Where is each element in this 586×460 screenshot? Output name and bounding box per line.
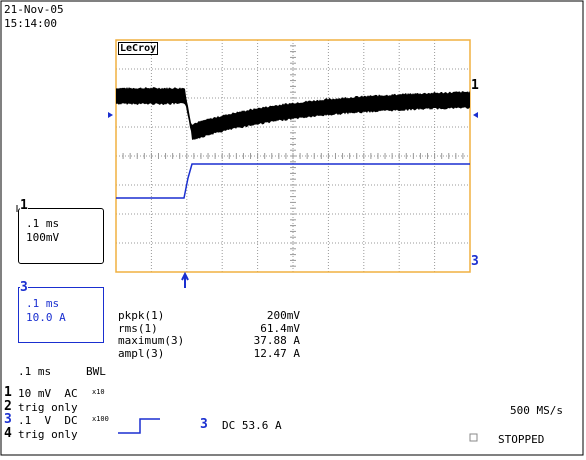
waveform-ch3: [116, 163, 470, 199]
channel-number: 3: [4, 412, 12, 427]
measurement-name: ampl(3): [118, 346, 165, 360]
channel-label: 1: [20, 198, 28, 213]
measurement-name: pkpk(1): [118, 309, 165, 322]
measurement-value: 12.47 A: [253, 346, 300, 360]
channel-number: 2: [4, 398, 12, 414]
date: 21-Nov-05: [4, 3, 64, 16]
timebase: .1 ms: [26, 297, 60, 310]
measurement-value: 37.88 A: [253, 334, 300, 347]
channel-number: 1: [4, 385, 12, 400]
grid: [115, 39, 471, 272]
channel-label: 3: [20, 280, 28, 295]
grid-border: [115, 39, 471, 273]
measurement-name: maximum(3): [118, 334, 185, 347]
marker: [473, 112, 478, 118]
marker: [108, 112, 113, 118]
channel-setting: trig only: [18, 400, 78, 414]
waveform-ch1: [116, 87, 470, 140]
scale: 10.0 A: [26, 311, 66, 324]
trigger-channel: 3: [200, 417, 208, 432]
probe-factor: x10: [92, 388, 105, 396]
timebase: .1 ms: [26, 217, 60, 230]
channel-setting: trig only: [18, 427, 78, 441]
channel-setting: .1 V DC: [18, 414, 78, 427]
trigger-slope: [118, 418, 160, 434]
measurement-name: rms(1): [118, 321, 158, 335]
status-box: [469, 433, 478, 442]
measurement-value: 61.4mV: [260, 321, 300, 335]
trigger-marker: [181, 271, 189, 288]
time: 15:14:00: [4, 17, 57, 30]
sample-rate: 500 MS/s: [510, 404, 563, 417]
probe-factor: x100: [92, 415, 109, 423]
status: STOPPED: [498, 433, 545, 446]
trace-marker: 1: [471, 78, 479, 93]
bandwidth: BWL: [86, 365, 106, 378]
channel-box: [18, 208, 104, 264]
trace-marker: 3: [471, 254, 479, 269]
trigger-setting: DC 53.6 A: [222, 419, 282, 432]
brand: LeCroy: [118, 42, 159, 55]
measurement-value: 200mV: [266, 309, 300, 322]
channel-setting: 10 mV AC: [18, 387, 78, 400]
channel-box: [18, 287, 104, 343]
timebase: .1 ms: [18, 365, 52, 378]
channel-number: 4: [4, 425, 12, 441]
scale: 100mV: [26, 231, 60, 244]
